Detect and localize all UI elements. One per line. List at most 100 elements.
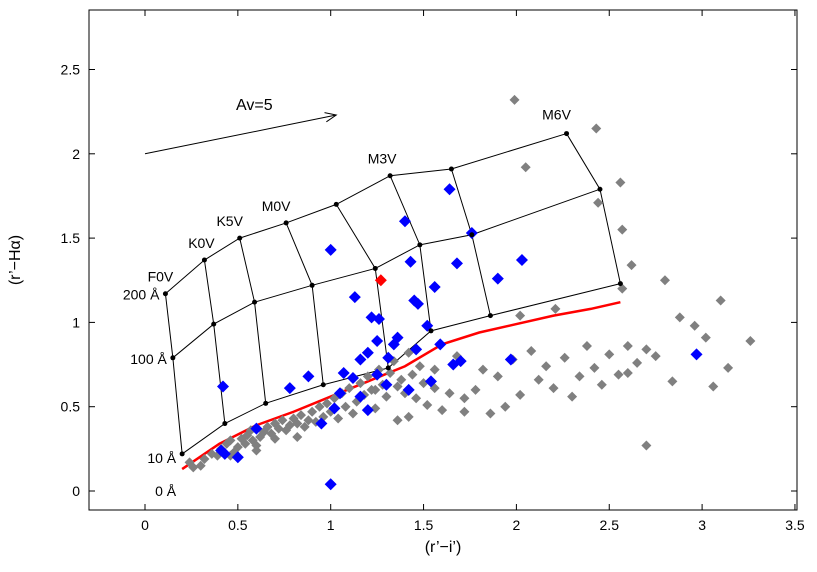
blue-point: [371, 334, 384, 347]
blue-point: [333, 387, 346, 400]
gray-point: [459, 406, 470, 417]
gray-point: [470, 384, 481, 395]
x-tick-label: 2: [513, 517, 521, 533]
ew-track-line: [172, 188, 601, 359]
grid-node: [597, 186, 603, 192]
grid-node: [333, 201, 339, 207]
gray-point: [437, 405, 448, 416]
gray-point: [509, 94, 520, 105]
blue-point: [302, 370, 315, 383]
blue-point: [391, 331, 404, 344]
gray-point: [622, 341, 633, 352]
grid-node: [428, 328, 434, 334]
gray-point: [617, 283, 628, 294]
grid-node: [222, 421, 228, 427]
blue-point: [283, 382, 296, 395]
spectral-track-line: [566, 133, 621, 284]
y-tick-label: 2.5: [61, 62, 81, 78]
gray-point: [314, 401, 325, 412]
gray-point: [485, 408, 496, 419]
x-tick-label: 2.5: [600, 517, 620, 533]
blue-point: [504, 353, 517, 366]
gray-point: [429, 364, 440, 375]
blue-point: [411, 297, 424, 310]
spectral-track-line: [285, 222, 324, 385]
spectral-type-label: K0V: [188, 235, 215, 251]
data-points: [162, 94, 756, 491]
blue-point: [372, 313, 385, 326]
blue-point: [361, 346, 374, 359]
gray-point: [381, 391, 392, 402]
blue-point: [424, 375, 437, 388]
red-point: [374, 274, 387, 287]
spectral-track-line: [389, 175, 432, 331]
gray-point: [650, 351, 661, 362]
gray-point: [284, 420, 295, 431]
blue-point: [450, 257, 463, 270]
gray-point: [641, 344, 652, 355]
blue-point: [348, 291, 361, 304]
ew-label: 10 Å: [147, 450, 176, 466]
gray-point: [195, 460, 206, 471]
y-axis-label: (r’−Hα): [7, 235, 24, 285]
gray-point: [292, 432, 303, 443]
blue-point: [380, 378, 393, 391]
x-tick-label: 0.5: [228, 517, 248, 533]
gray-point: [526, 346, 537, 357]
gray-point: [240, 438, 251, 449]
gray-point: [581, 341, 592, 352]
blue-point: [361, 404, 374, 417]
blue-point: [410, 343, 423, 356]
grid-node: [252, 299, 258, 305]
gray-point: [307, 406, 318, 417]
gray-point: [184, 457, 195, 468]
gray-point: [700, 332, 711, 343]
x-tick-label: 1: [327, 517, 335, 533]
grid-node: [448, 166, 454, 172]
grid-node: [201, 257, 207, 263]
blue-point: [324, 243, 337, 256]
gray-point: [362, 371, 373, 382]
gray-point: [407, 369, 418, 380]
gray-point: [459, 393, 470, 404]
x-axis-label: (r’−i’): [425, 539, 462, 556]
blue-point: [346, 372, 359, 385]
gray-point: [708, 381, 719, 392]
y-tick-label: 0: [72, 483, 80, 499]
blue-point: [443, 183, 456, 196]
gray-point: [414, 361, 425, 372]
gray-point: [659, 275, 670, 286]
spectral-type-label: K5V: [216, 213, 243, 229]
blue-point: [328, 402, 341, 415]
gray-point: [515, 310, 526, 321]
gray-point: [667, 376, 678, 387]
gray-point: [477, 364, 488, 375]
spectral-track-line: [450, 168, 491, 316]
grid-node: [170, 355, 176, 361]
gray-point: [723, 362, 734, 373]
blue-point: [447, 358, 460, 371]
gray-point: [500, 401, 511, 412]
gray-point: [548, 383, 559, 394]
gray-point: [674, 312, 685, 323]
grid-node: [372, 265, 378, 271]
spectral-type-label: M6V: [542, 107, 571, 123]
grid-node: [417, 242, 423, 248]
gray-point: [689, 320, 700, 331]
grid-node: [487, 313, 493, 319]
gray-point: [347, 408, 358, 419]
extinction-label: Av=5: [236, 97, 273, 114]
gray-point: [615, 177, 626, 188]
gray-point: [251, 440, 262, 451]
gray-point: [596, 379, 607, 390]
blue-point: [690, 348, 703, 361]
gray-point: [622, 367, 633, 378]
blue-point: [402, 383, 415, 396]
grid-node: [385, 365, 391, 371]
grid-node: [162, 291, 168, 297]
gray-point: [444, 388, 455, 399]
x-tick-label: 0: [141, 517, 149, 533]
gray-point: [385, 367, 396, 378]
gray-point: [269, 433, 280, 444]
